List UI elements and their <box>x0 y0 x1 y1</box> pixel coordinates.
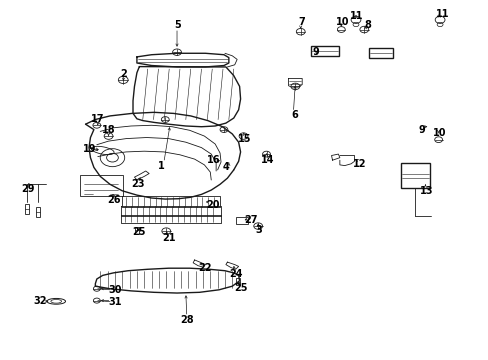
Text: 22: 22 <box>198 263 212 273</box>
Bar <box>80 175 122 196</box>
Text: 24: 24 <box>229 269 243 279</box>
Text: 15: 15 <box>237 134 251 144</box>
Text: 27: 27 <box>244 215 257 225</box>
Text: 10: 10 <box>432 128 446 138</box>
Text: 25: 25 <box>233 283 247 293</box>
Text: 30: 30 <box>108 285 122 295</box>
Bar <box>310 46 338 56</box>
Text: 12: 12 <box>352 159 366 169</box>
Text: 3: 3 <box>255 225 262 235</box>
Text: 28: 28 <box>180 315 194 325</box>
Bar <box>235 217 247 224</box>
Text: 7: 7 <box>298 17 305 27</box>
Bar <box>400 163 429 188</box>
Text: 26: 26 <box>107 195 121 205</box>
Text: 23: 23 <box>131 179 145 189</box>
Text: 25: 25 <box>132 227 146 237</box>
Text: 19: 19 <box>82 144 96 154</box>
Text: 13: 13 <box>419 186 432 196</box>
Bar <box>36 207 40 217</box>
Text: 1: 1 <box>158 161 164 171</box>
Text: 9: 9 <box>311 47 318 57</box>
Text: 4: 4 <box>223 162 229 172</box>
Text: 32: 32 <box>33 296 47 306</box>
Text: 29: 29 <box>21 184 35 194</box>
Text: 14: 14 <box>261 155 274 165</box>
Text: 11: 11 <box>435 9 448 19</box>
Text: 16: 16 <box>206 155 220 165</box>
Text: 17: 17 <box>91 114 104 124</box>
Text: 31: 31 <box>108 297 122 307</box>
Text: 6: 6 <box>291 110 298 120</box>
Text: 20: 20 <box>205 200 219 210</box>
Text: 18: 18 <box>102 125 115 135</box>
Text: 9: 9 <box>418 125 425 135</box>
Text: 10: 10 <box>335 17 348 27</box>
Bar <box>236 278 239 285</box>
Bar <box>135 227 139 234</box>
Text: 5: 5 <box>174 20 181 30</box>
Text: 11: 11 <box>349 11 363 21</box>
Bar <box>25 204 29 214</box>
Bar <box>368 48 392 58</box>
Text: 2: 2 <box>120 69 127 79</box>
Text: 21: 21 <box>162 233 175 243</box>
Text: 8: 8 <box>364 20 370 30</box>
